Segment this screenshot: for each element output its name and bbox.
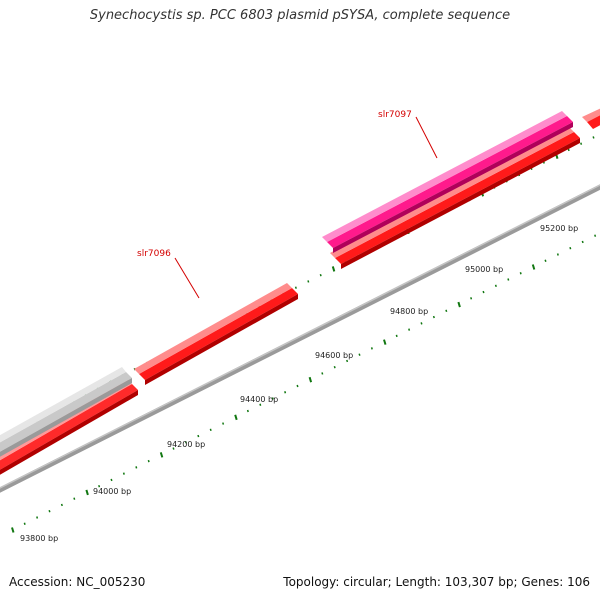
minor-tick-upper — [319, 273, 322, 277]
gene-red-right — [330, 127, 580, 269]
gene-label-slr7096: slr7096 — [137, 249, 171, 259]
minor-tick-lower — [395, 334, 398, 338]
map-title: Synechocystis sp. PCC 6803 plasmid pSYSA… — [89, 8, 511, 23]
gene-gray-left — [0, 367, 132, 457]
minor-tick-lower — [184, 441, 187, 444]
minor-tick-upper — [567, 148, 570, 152]
tick-marks — [9, 136, 597, 533]
minor-tick-lower — [60, 503, 63, 507]
tick-label-94200: 94200 bp — [167, 440, 205, 449]
gene-label-slr7097: slr7097 — [378, 110, 412, 120]
minor-tick-lower — [594, 234, 597, 237]
slr7096-leader — [174, 257, 200, 299]
major-tick-upper — [331, 266, 336, 272]
minor-tick-lower — [333, 365, 336, 369]
minor-tick-lower — [36, 516, 39, 519]
minor-tick-upper — [580, 142, 583, 145]
minor-tick-lower — [48, 509, 51, 513]
minor-tick-lower — [73, 497, 76, 500]
major-tick-lower — [85, 489, 89, 496]
tick-label-95200: 95200 bp — [540, 224, 578, 233]
topology-summary: Topology: circular; Length: 103,307 bp; … — [283, 575, 590, 589]
major-tick-lower — [234, 414, 238, 421]
gene-red-topright — [582, 108, 600, 129]
minor-tick-upper — [294, 286, 297, 289]
minor-tick-lower — [581, 240, 584, 244]
minor-tick-lower — [222, 422, 225, 425]
minor-tick-lower — [98, 484, 101, 488]
minor-tick-lower — [122, 472, 125, 475]
minor-tick-lower — [507, 278, 510, 281]
major-tick-lower — [383, 339, 387, 345]
major-tick-lower — [159, 452, 164, 458]
tick-label-94000: 94000 bp — [93, 487, 131, 496]
minor-tick-upper — [592, 136, 595, 139]
minor-tick-lower — [569, 246, 572, 250]
minor-tick-upper — [307, 280, 310, 283]
major-tick-lower — [11, 527, 15, 533]
tick-label-94400: 94400 bp — [240, 395, 278, 404]
minor-tick-lower — [246, 409, 249, 413]
sequence-backbone — [0, 184, 600, 493]
minor-tick-lower — [482, 290, 485, 294]
minor-tick-lower — [408, 328, 411, 331]
minor-tick-lower — [172, 447, 175, 450]
tick-label-94600: 94600 bp — [315, 351, 353, 360]
minor-tick-lower — [23, 522, 26, 525]
minor-tick-lower — [271, 397, 274, 400]
minor-tick-lower — [519, 272, 522, 275]
minor-tick-lower — [346, 359, 349, 363]
minor-tick-lower — [197, 434, 200, 438]
tick-label-95000: 95000 bp — [465, 265, 503, 274]
accession-text: Accession: NC_005230 — [9, 575, 146, 589]
slr7097-leader — [415, 116, 438, 159]
major-tick-lower — [531, 264, 536, 270]
minor-tick-lower — [284, 391, 287, 394]
tick-label-94800: 94800 bp — [390, 307, 428, 316]
gene-slr7096 — [134, 283, 298, 385]
minor-tick-lower — [135, 466, 138, 469]
minor-tick-lower — [110, 478, 113, 482]
minor-tick-lower — [494, 284, 497, 287]
tick-label-93800: 93800 bp — [20, 534, 58, 543]
minor-tick-lower — [296, 384, 299, 388]
minor-tick-lower — [420, 322, 423, 325]
minor-tick-lower — [556, 253, 559, 256]
minor-tick-lower — [209, 428, 212, 432]
minor-tick-lower — [445, 309, 448, 313]
gene-features — [0, 108, 600, 475]
minor-tick-lower — [358, 353, 361, 356]
minor-tick-lower — [432, 315, 435, 319]
minor-tick-lower — [544, 259, 547, 262]
minor-tick-lower — [147, 459, 150, 463]
minor-tick-lower — [321, 372, 324, 375]
minor-tick-lower — [370, 347, 373, 350]
minor-tick-lower — [470, 297, 473, 300]
minor-tick-lower — [259, 403, 262, 406]
major-tick-lower — [308, 376, 313, 383]
gene-slr7097 — [322, 111, 573, 253]
major-tick-lower — [457, 301, 461, 308]
